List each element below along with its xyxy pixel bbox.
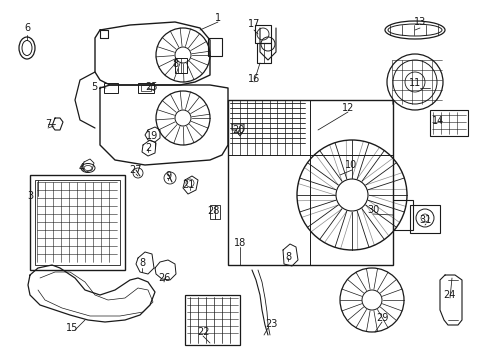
Text: 8: 8 — [172, 59, 178, 69]
Text: 8: 8 — [139, 258, 145, 268]
Text: 31: 31 — [418, 215, 430, 225]
Text: 18: 18 — [233, 238, 245, 248]
Text: 6: 6 — [24, 23, 30, 33]
Text: 7: 7 — [45, 119, 51, 129]
Text: 26: 26 — [158, 273, 170, 283]
Text: 10: 10 — [344, 160, 356, 170]
Bar — [409, 205, 439, 233]
Text: 13: 13 — [413, 17, 425, 27]
Text: 9: 9 — [164, 171, 171, 181]
Bar — [138, 83, 154, 93]
Text: 22: 22 — [196, 327, 209, 337]
Bar — [209, 205, 220, 219]
Text: 25: 25 — [145, 82, 158, 92]
Text: 11: 11 — [408, 78, 420, 88]
Text: 27: 27 — [129, 165, 142, 175]
Text: 21: 21 — [182, 180, 194, 190]
Text: 28: 28 — [206, 206, 219, 216]
Text: 5: 5 — [91, 82, 97, 92]
Text: 8: 8 — [285, 252, 290, 262]
Bar — [207, 38, 222, 56]
Bar — [184, 295, 240, 345]
Bar — [35, 180, 120, 265]
Text: 17: 17 — [247, 19, 260, 29]
Text: 20: 20 — [231, 125, 244, 135]
Text: 23: 23 — [264, 319, 277, 329]
Text: 24: 24 — [442, 290, 454, 300]
Text: 19: 19 — [145, 131, 158, 141]
Bar — [429, 110, 467, 136]
Text: 3: 3 — [27, 191, 33, 201]
Text: 4: 4 — [79, 163, 85, 173]
Text: 30: 30 — [366, 205, 378, 215]
Text: 2: 2 — [144, 143, 151, 153]
Text: 29: 29 — [375, 313, 387, 323]
Text: 15: 15 — [66, 323, 78, 333]
Text: 14: 14 — [431, 116, 443, 126]
Bar — [254, 25, 270, 43]
Bar — [30, 175, 125, 270]
Bar — [392, 200, 412, 230]
Text: 1: 1 — [215, 13, 221, 23]
Bar — [257, 43, 270, 63]
Bar — [175, 58, 186, 73]
Text: 16: 16 — [247, 74, 260, 84]
Bar — [104, 83, 118, 93]
Bar — [227, 100, 392, 265]
Bar — [141, 85, 151, 91]
Text: 12: 12 — [341, 103, 353, 113]
